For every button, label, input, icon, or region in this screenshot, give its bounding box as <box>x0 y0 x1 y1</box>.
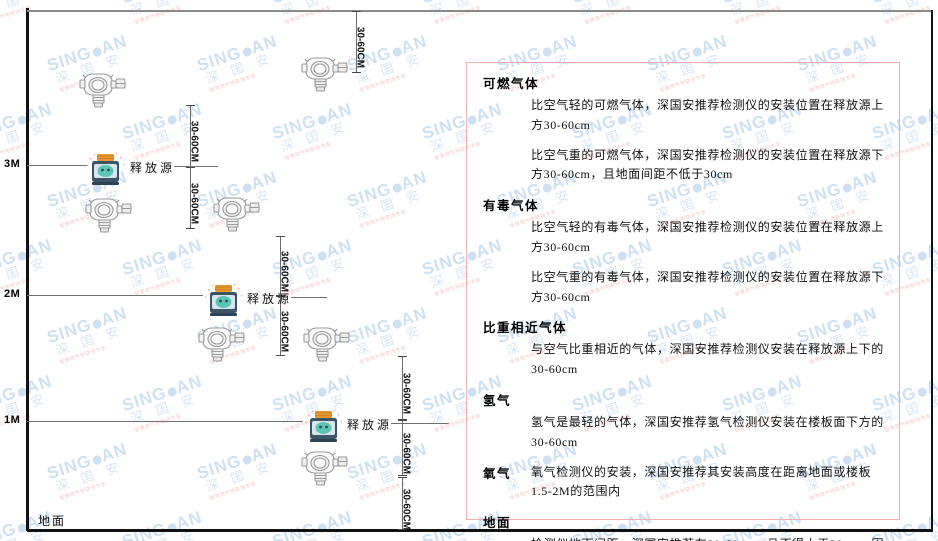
guideline-body: 比空气轻的可燃气体，深国安推荐检测仪的安装位置在释放源上方30-60cm 比空气重… <box>531 96 885 185</box>
dimension-label: 30-60CM <box>400 488 412 530</box>
dimension-cap-top <box>352 11 361 12</box>
gas-detector-icon <box>294 52 350 94</box>
guideline-text: 比空气重的有毒气体，深国安推荐检测仪的安装位置在释放源下方30-60cm <box>531 269 884 304</box>
release-source-icon <box>302 409 346 443</box>
guideline-text: 与空气比重相近的气体，深国安推荐检测仪安装在释放源上下的30-60cm <box>531 342 884 377</box>
vertical-axis <box>26 8 29 531</box>
dimension-cap-top <box>186 105 195 106</box>
gas-detector-icon <box>191 322 247 364</box>
guideline-body: 与空气比重相近的气体，深国安推荐检测仪安装在释放源上下的30-60cm <box>531 340 885 380</box>
dimension-stem <box>402 477 403 530</box>
guideline-section-toxic-gas: 有毒气体比空气轻的有毒气体，深国安推荐检测仪的安装位置在释放源上方30-60cm… <box>483 195 885 307</box>
guideline-text: 比空气轻的可燃气体，深国安推荐检测仪的安装位置在释放源上方30-60cm <box>531 98 884 132</box>
dimension-cap-bottom <box>276 355 285 356</box>
dimension-cap-bottom <box>276 295 285 296</box>
guideline-body: 比空气轻的有毒气体，深国安推荐检测仪的安装位置在释放源上方30-60cm 比空气重… <box>531 218 885 307</box>
dimension-cap-bottom <box>352 72 361 73</box>
dimension-stem <box>402 356 403 420</box>
dimension-label: 30-60CM <box>188 182 200 225</box>
dimension-cap-top <box>276 296 285 297</box>
guideline-heading: 氢气 <box>483 393 512 408</box>
release-connector <box>391 423 449 424</box>
guideline-section-ground: 地面检测仪地面间距，深国安推荐在30-60cm，且不得小于30cm，因为过低容易… <box>483 512 885 541</box>
gas-detector-icon <box>206 192 262 234</box>
level-label-3m: 3M <box>4 158 21 170</box>
guideline-heading: 氧气 <box>483 466 512 481</box>
dimension-label: 30-60CM <box>278 310 290 353</box>
level-line-2m <box>27 295 203 296</box>
release-source-label: 释放源 <box>247 292 293 306</box>
dimension-cap-bottom <box>186 228 195 229</box>
gas-detector-icon <box>294 446 350 488</box>
guideline-section-oxygen: 氧气 氧气检测仪的安装，深国安推荐其安装高度在距离地面或楼板1.5-2M的范围内 <box>483 463 885 503</box>
guideline-heading: 可燃气体 <box>483 77 540 91</box>
ground-label: 地面 <box>38 514 67 528</box>
dimension-label: 30-60CM <box>278 250 290 293</box>
ceiling-line <box>27 10 933 12</box>
guideline-section-similar-density-gas: 比重相近气体与空气比重相近的气体，深国安推荐检测仪安装在释放源上下的30-60c… <box>483 317 885 380</box>
guideline-text: 氧气检测仪的安装，深国安推荐其安装高度在距离地面或楼板1.5-2M的范围内 <box>531 464 872 499</box>
dimension-line: 30-60CM <box>186 105 200 167</box>
dimension-cap-top <box>398 477 407 478</box>
dimension-line: 30-60CM <box>398 420 412 476</box>
guideline-body: 氢气是最轻的气体，深国安推荐氢气检测仪安装在楼板面下方的30-60cm <box>531 413 885 453</box>
level-line-1m <box>27 421 303 422</box>
ground-line <box>27 529 933 532</box>
installation-guidelines-panel: 可燃气体比空气轻的可燃气体，深国安推荐检测仪的安装位置在释放源上方30-60cm… <box>466 62 900 541</box>
dimension-cap-bottom <box>398 475 407 476</box>
guideline-section-hydrogen: 氢气氢气是最轻的气体，深国安推荐氢气检测仪安装在楼板面下方的30-60cm <box>483 390 885 453</box>
dimension-line: 30-60CM <box>276 296 290 356</box>
gas-detector-icon <box>78 193 134 235</box>
release-connector <box>174 166 218 167</box>
guideline-heading: 有毒气体 <box>483 199 540 214</box>
dimension-label: 30-60CM <box>400 432 412 475</box>
dimension-stem <box>280 296 281 356</box>
dimension-cap-top <box>186 167 195 168</box>
frame-right-edge <box>931 10 933 531</box>
level-label-1m: 1M <box>4 414 21 426</box>
dimension-stem <box>402 420 403 476</box>
dimension-line: 30-60CM <box>398 477 412 530</box>
release-source-label: 释放源 <box>347 418 393 432</box>
dimension-cap-top <box>276 236 285 237</box>
dimension-line: 30-60CM <box>398 356 412 420</box>
guideline-heading: 比重相近气体 <box>483 321 568 336</box>
gas-detector-icon <box>296 322 352 364</box>
dimension-stem <box>280 236 281 296</box>
dimension-stem <box>190 167 191 229</box>
dimension-label: 30-60CM <box>188 120 200 163</box>
guideline-text: 检测仪地面间距，深国安推荐在30-60cm，且不得小于30cm，因为过低容易水溅… <box>531 535 885 541</box>
gas-detector-icon <box>72 68 128 110</box>
release-source-icon <box>202 283 246 317</box>
dimension-cap-top <box>398 356 407 357</box>
dimension-line: 30-60CM <box>352 11 366 73</box>
guideline-heading: 地面 <box>483 516 512 531</box>
level-label-2m: 2M <box>4 288 21 300</box>
guideline-body: 检测仪地面间距，深国安推荐在30-60cm，且不得小于30cm，因为过低容易水溅… <box>531 535 885 541</box>
level-line-3m <box>27 165 87 166</box>
dimension-stem <box>356 11 357 73</box>
guideline-text: 氢气是最轻的气体，深国安推荐氢气检测仪安装在楼板面下方的30-60cm <box>531 414 884 449</box>
dimension-cap-bottom <box>398 419 407 420</box>
guideline-text: 比空气轻的有毒气体，深国安推荐检测仪的安装位置在释放源上方30-60cm <box>531 220 884 254</box>
guideline-section-flammable-gas: 可燃气体比空气轻的可燃气体，深国安推荐检测仪的安装位置在释放源上方30-60cm… <box>483 73 885 185</box>
dimension-label: 30-60CM <box>400 372 412 415</box>
dimension-label: 30-60CM <box>354 26 366 69</box>
release-connector <box>291 297 327 298</box>
dimension-stem <box>190 105 191 167</box>
release-source-label: 释放源 <box>130 161 176 175</box>
dimension-line: 30-60CM <box>186 167 200 229</box>
dimension-line: 30-60CM <box>276 236 290 296</box>
release-source-icon <box>84 152 128 186</box>
dimension-cap-top <box>398 420 407 421</box>
dimension-cap-bottom <box>398 529 407 530</box>
guideline-text: 比空气重的可燃气体，深国安推荐检测仪的安装位置在释放源下方30-60cm，且地面… <box>531 147 884 182</box>
